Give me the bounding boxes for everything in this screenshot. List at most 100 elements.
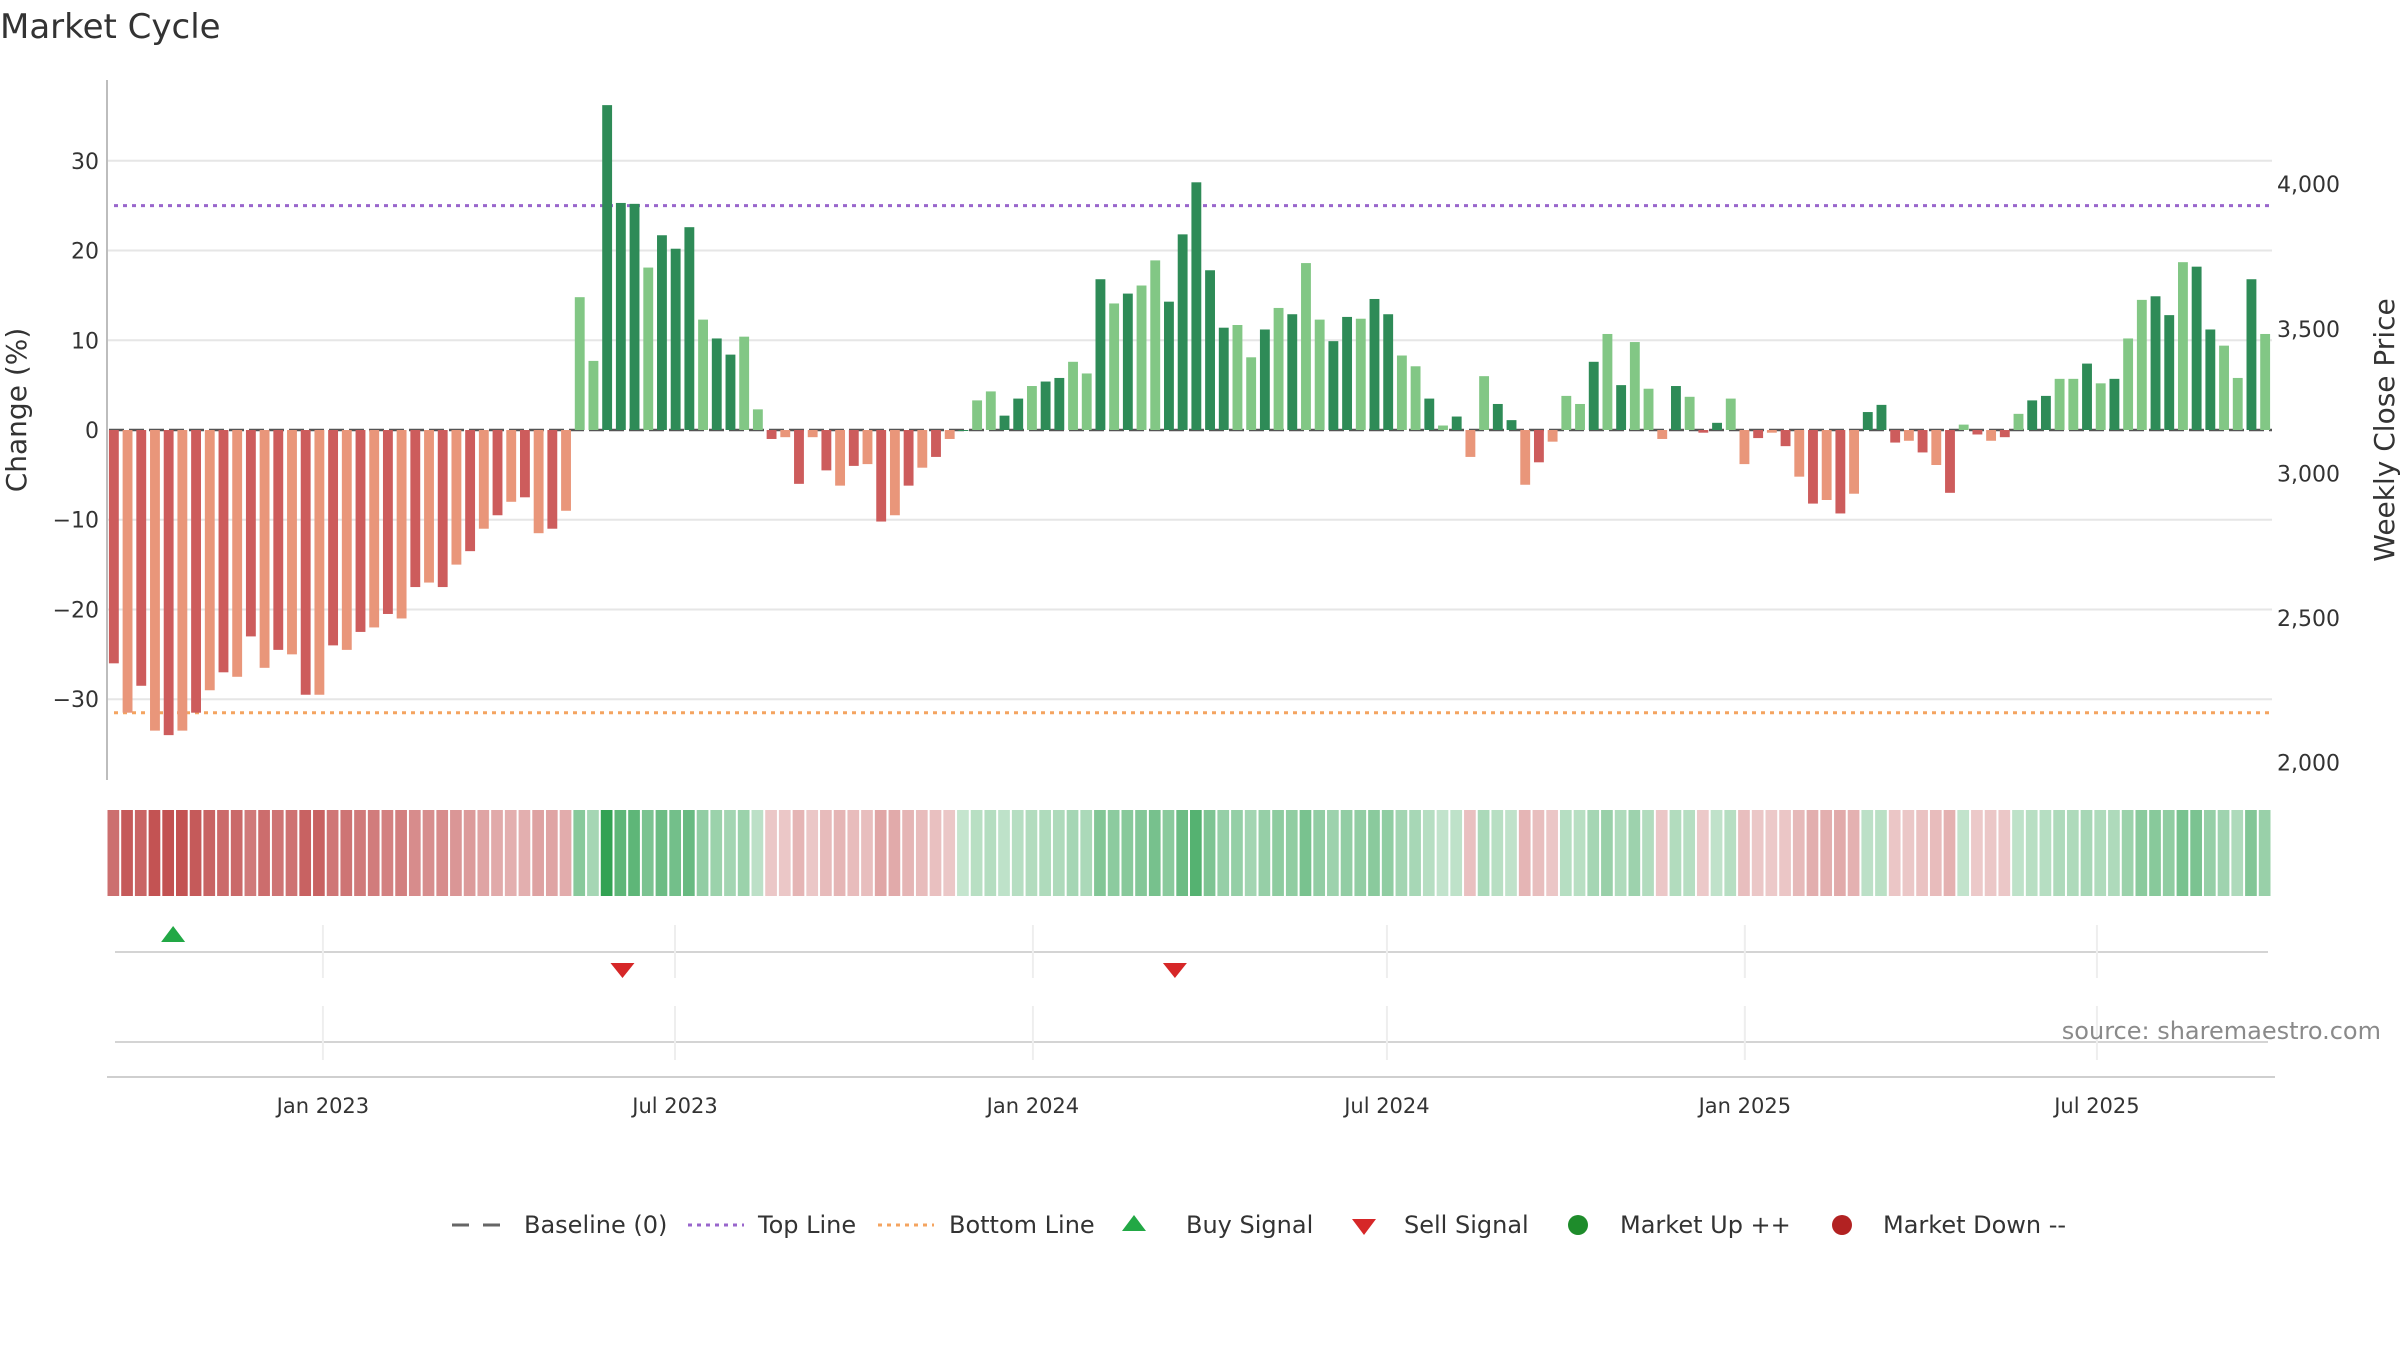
bar (287, 430, 297, 655)
strip-cell (1011, 810, 1024, 896)
source-label: source: sharemaestro.com (2062, 1017, 2381, 1045)
strip-cell (2080, 810, 2093, 896)
bar (1301, 263, 1311, 430)
strip-cell (1875, 810, 1887, 896)
bar (191, 430, 201, 713)
strip-cell (1792, 810, 1805, 896)
strip-cell (998, 810, 1010, 896)
bar (2123, 338, 2134, 430)
bar (1465, 430, 1476, 457)
bar (410, 430, 421, 588)
bar (396, 430, 407, 619)
strip-cell (820, 810, 832, 896)
bar (2260, 333, 2271, 430)
bar (862, 430, 873, 465)
bar (821, 430, 832, 471)
y2-tick-label: 3,000 (2277, 462, 2340, 487)
bar (917, 430, 928, 468)
bar (2040, 395, 2051, 430)
strip-cell (491, 810, 503, 896)
bar (602, 105, 613, 430)
strip-cell (1231, 810, 1243, 896)
x-tick-label: Jan 2023 (275, 1094, 370, 1118)
bar (1040, 381, 1051, 430)
strip-cell (107, 810, 120, 896)
y2-axis-title: Weekly Close Price (2368, 298, 2400, 561)
bar (999, 415, 1010, 430)
bar (1369, 298, 1380, 430)
strip-cell (1559, 810, 1572, 896)
bar (492, 430, 503, 516)
strip-cell (641, 810, 654, 896)
bar (150, 430, 160, 731)
strip-cell (1244, 810, 1257, 896)
strip-cell (1614, 810, 1627, 896)
bar (2068, 378, 2079, 430)
y2-tick-label: 3,500 (2277, 318, 2340, 343)
bar (698, 319, 708, 430)
bar (1424, 398, 1435, 430)
legend-item-buy-signal: Buy Signal (1122, 1211, 1313, 1239)
bar (1095, 279, 1106, 430)
bar (1849, 430, 1860, 494)
strip-cell (559, 810, 572, 896)
bar (437, 430, 448, 588)
strip-cell (313, 810, 325, 896)
strip-cell (2025, 810, 2038, 896)
bar (2109, 378, 2120, 430)
strip-cell (1601, 810, 1613, 896)
bar (1780, 430, 1791, 447)
market-panel (107, 1041, 2275, 1078)
bar (547, 430, 558, 529)
strip-cell (1861, 810, 1874, 896)
bar (1616, 385, 1627, 430)
x-tick-label: Jan 2025 (1697, 1094, 1792, 1118)
strip-cell (2094, 810, 2107, 896)
strip-cell (1943, 810, 1956, 896)
bar (739, 336, 750, 430)
strip-cell (902, 810, 914, 896)
strip-cell (1998, 810, 2011, 896)
y2-tick-label: 2,000 (2277, 752, 2340, 777)
bar (2246, 279, 2257, 430)
bar (1232, 325, 1243, 430)
strip-cell (1669, 810, 1682, 896)
bar (2054, 378, 2065, 430)
bar (1602, 333, 1613, 430)
bar (1492, 403, 1503, 430)
strip-cell (1820, 810, 1833, 896)
bar (177, 430, 188, 731)
strip-cell (1573, 810, 1586, 896)
bar (752, 409, 763, 430)
bar (1451, 416, 1462, 430)
strip-cell (2149, 810, 2161, 896)
bar (1314, 319, 1325, 430)
legend-item-market-down: Market Down -- (1832, 1211, 2066, 1239)
strip-cell (2231, 810, 2244, 896)
bar (163, 430, 174, 736)
strip-cell (943, 810, 956, 896)
strip-cell (2121, 810, 2134, 896)
bar (1533, 430, 1544, 463)
strip-cell (1683, 810, 1695, 896)
y-tick-label: 30 (71, 150, 99, 175)
strip-cell (1765, 810, 1778, 896)
strip-cell (1518, 810, 1531, 896)
bar (369, 430, 380, 628)
bar (1054, 377, 1065, 430)
strip-cell (518, 810, 531, 896)
strip-cell (1724, 810, 1737, 896)
strip-cell (504, 810, 517, 896)
strip-cell (1464, 810, 1476, 896)
bar (341, 430, 352, 650)
bar (1766, 430, 1777, 433)
y2-tick-label: 4,000 (2277, 173, 2340, 198)
legend-item-baseline: Baseline (0) (452, 1211, 667, 1239)
strip-cell (1738, 810, 1750, 896)
bar (1150, 260, 1161, 430)
strip-cell (984, 810, 997, 896)
bar (1122, 293, 1133, 430)
bar (1808, 430, 1818, 504)
bar (725, 354, 736, 430)
